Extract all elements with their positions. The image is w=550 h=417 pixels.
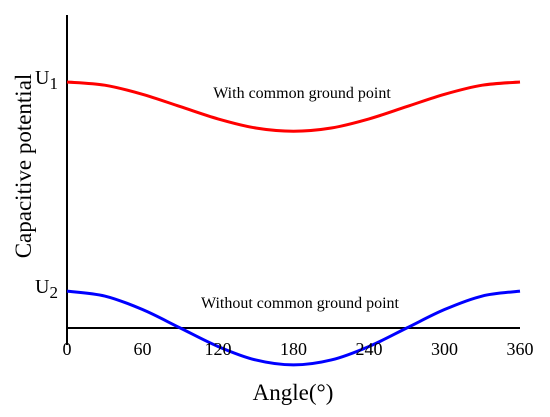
x-tick-label: 180	[280, 339, 307, 359]
labels-layer: 0 60 120 180 240 300 360 U1 U2 With common ground…	[35, 67, 533, 359]
x-tick-label: 60	[134, 339, 152, 359]
y-axis-label: Capacitive potential	[11, 74, 36, 259]
series-line	[66, 289, 521, 367]
x-tick-label: 360	[507, 339, 534, 359]
series-annotation: With common ground point	[213, 85, 391, 102]
series-layer	[66, 80, 521, 367]
series-line	[66, 80, 521, 133]
x-tick-label: 300	[431, 339, 458, 359]
x-tick-label: 240	[356, 339, 383, 359]
x-tick-label: 120	[205, 339, 232, 359]
x-axis-label: Angle(°)	[253, 380, 334, 405]
y-tick-label: U1	[35, 67, 58, 93]
axes	[66, 15, 520, 345]
series-annotation: Without common ground point	[201, 295, 400, 312]
y-tick-label: U2	[35, 276, 58, 302]
x-tick-label: 0	[63, 339, 72, 359]
